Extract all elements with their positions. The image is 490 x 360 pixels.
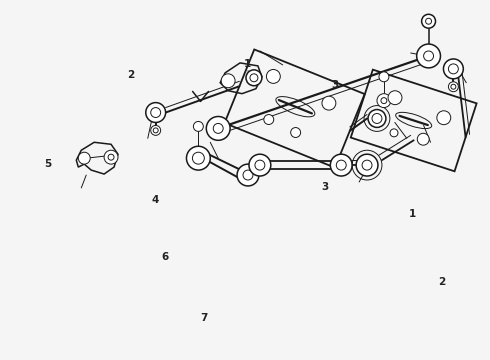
- Circle shape: [443, 59, 464, 79]
- Circle shape: [368, 109, 386, 127]
- Circle shape: [424, 51, 434, 61]
- Circle shape: [336, 160, 346, 170]
- Text: 2: 2: [127, 69, 134, 80]
- Circle shape: [153, 128, 158, 133]
- Circle shape: [151, 108, 161, 117]
- Text: 2: 2: [438, 277, 445, 287]
- Circle shape: [377, 94, 391, 108]
- Circle shape: [194, 121, 203, 131]
- Circle shape: [388, 91, 402, 105]
- Circle shape: [362, 160, 372, 170]
- Text: 3: 3: [331, 80, 339, 90]
- Circle shape: [356, 154, 378, 176]
- Circle shape: [213, 123, 223, 133]
- Circle shape: [193, 152, 204, 164]
- Text: 1: 1: [409, 209, 416, 219]
- Circle shape: [104, 150, 118, 164]
- Circle shape: [330, 154, 352, 176]
- Circle shape: [372, 113, 382, 123]
- Circle shape: [151, 125, 161, 135]
- Circle shape: [78, 152, 90, 164]
- Circle shape: [416, 44, 441, 68]
- Circle shape: [237, 164, 259, 186]
- Circle shape: [448, 82, 458, 92]
- Circle shape: [246, 70, 262, 86]
- Circle shape: [206, 117, 230, 140]
- Circle shape: [421, 14, 436, 28]
- Circle shape: [221, 74, 235, 88]
- Circle shape: [291, 127, 300, 138]
- Circle shape: [267, 69, 280, 84]
- Circle shape: [322, 96, 336, 110]
- Circle shape: [250, 74, 258, 82]
- Circle shape: [243, 170, 253, 180]
- Circle shape: [108, 154, 114, 160]
- Circle shape: [426, 18, 432, 24]
- Text: 6: 6: [161, 252, 169, 262]
- Text: 5: 5: [45, 159, 52, 169]
- Circle shape: [379, 72, 389, 82]
- Circle shape: [255, 160, 265, 170]
- Text: 4: 4: [151, 195, 159, 204]
- Circle shape: [187, 146, 210, 170]
- Circle shape: [417, 133, 429, 145]
- Circle shape: [448, 64, 458, 74]
- Circle shape: [146, 103, 166, 122]
- Circle shape: [451, 84, 456, 89]
- Circle shape: [249, 154, 271, 176]
- Text: 3: 3: [321, 182, 329, 192]
- Circle shape: [437, 111, 451, 125]
- Circle shape: [390, 129, 398, 137]
- Text: 1: 1: [244, 59, 251, 69]
- Circle shape: [381, 98, 387, 104]
- Circle shape: [264, 114, 274, 125]
- Text: 7: 7: [200, 312, 207, 323]
